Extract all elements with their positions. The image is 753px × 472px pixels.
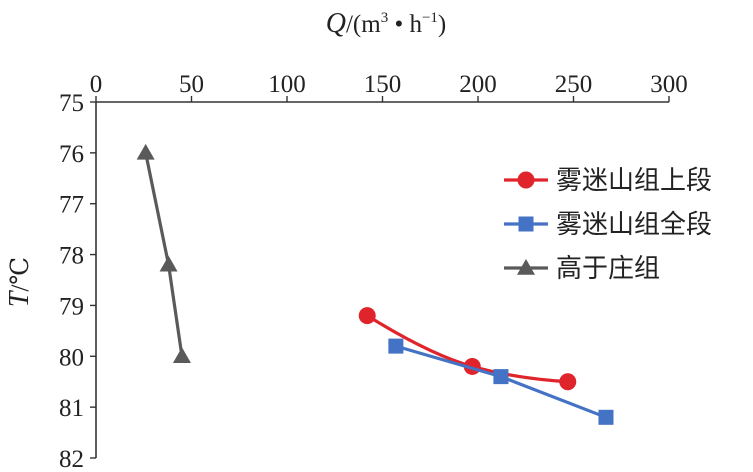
data-point-full [388, 338, 404, 354]
x-tick-label: 0 [90, 71, 103, 98]
legend-item-full: 雾迷山组全段 [504, 210, 712, 240]
series-line-gaoyuzhuang [144, 152, 184, 357]
x-tick-label: 250 [555, 71, 593, 98]
y-axis-title-symbol: T [4, 289, 35, 307]
y-tick-label: 82 [59, 446, 84, 472]
data-point-gaoyuzhuang [159, 255, 178, 272]
x-tick-label: 200 [459, 71, 497, 98]
series-group [136, 143, 614, 425]
legend-item-gaoyuzhuang: 高于庄组 [504, 254, 660, 284]
tick-labels: 0 50 100 150 200 250 300 75 76 77 78 79 80 81 82 [59, 71, 688, 472]
legend-label-gaoyuzhuang: 高于庄组 [556, 254, 660, 284]
x-axis-title-unit-open: /(m [346, 11, 381, 38]
data-point-gaoyuzhuang [136, 143, 155, 160]
y-axis-title-unit: /℃ [7, 257, 34, 292]
y-tick-label: 78 [59, 243, 84, 270]
data-point-gaoyuzhuang [172, 347, 191, 364]
y-tick-label: 80 [59, 344, 84, 371]
x-tick-label: 150 [364, 71, 402, 98]
x-axis-title-unit-close: ) [438, 11, 446, 38]
series-upper [358, 307, 577, 391]
legend-marker-upper [517, 171, 535, 189]
y-tick-label: 81 [59, 395, 84, 422]
axes [90, 96, 670, 459]
data-point-upper [358, 307, 376, 325]
x-axis-title-symbol: Q [326, 8, 346, 39]
x-axis-title-unit-mid: • h [388, 11, 422, 38]
x-tick-label: 100 [268, 71, 306, 98]
y-tick-label: 79 [59, 293, 84, 320]
series-gaoyuzhuang [136, 143, 191, 364]
data-point-upper [559, 373, 577, 391]
legend-marker-gaoyuzhuang [517, 259, 535, 275]
y-axis-title: T/℃ [4, 257, 35, 308]
legend-marker-full [518, 216, 534, 232]
x-axis-title-exp-2: −1 [422, 10, 438, 26]
y-tick-label: 75 [59, 90, 84, 117]
x-axis-title: Q/(m3 • h−1) [326, 8, 447, 39]
legend-item-upper: 雾迷山组上段 [504, 166, 712, 196]
data-point-full [493, 369, 509, 385]
y-tick-label: 77 [59, 192, 84, 219]
legend-label-full: 雾迷山组全段 [556, 210, 712, 240]
y-tick-label: 76 [59, 141, 84, 168]
data-point-full [598, 409, 614, 425]
x-tick-label: 300 [650, 71, 688, 98]
x-axis-title-exp-1: 3 [381, 10, 389, 26]
series-full [388, 338, 614, 425]
x-tick-label: 50 [179, 71, 204, 98]
legend-label-upper: 雾迷山组上段 [556, 166, 712, 196]
